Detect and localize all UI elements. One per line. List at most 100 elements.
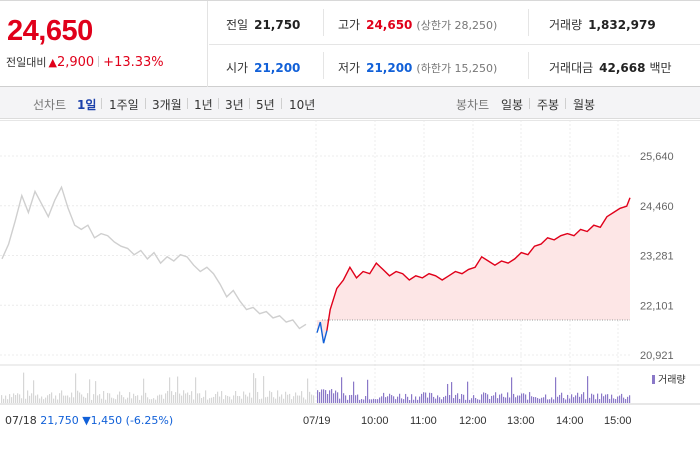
volume-bar [57,399,59,403]
volume-bar [343,393,345,403]
volume-bar [453,398,455,403]
volume-bar [113,398,115,403]
volume-bar [107,392,109,403]
volume-bar [547,399,549,403]
stat-low: 저가 21,200 (하한가 15,250) [338,59,497,76]
volume-bar [3,398,5,403]
volume-bar [235,390,237,403]
volume-bar [521,393,523,403]
volume-bar [101,398,103,403]
tab-1d[interactable]: 1일 [77,98,97,112]
volume-bar [285,391,287,403]
volume-bar [373,398,375,403]
volume-bar [379,397,381,403]
divider [209,44,700,45]
volume-bar [553,399,555,403]
tab-3y[interactable]: 3년 [225,98,244,112]
tab-1w[interactable]: 1주일 [109,98,139,112]
volume-bar [571,394,573,403]
volume-bar [311,394,313,403]
volume-bar [59,393,61,403]
volume-bar [603,396,605,403]
tab-10y[interactable]: 10년 [289,98,316,112]
volume-bar [451,382,453,403]
volume-bar [173,395,175,403]
volume-bar [241,398,243,403]
volume-bar [421,393,423,403]
volume-bar [295,392,297,403]
divider [145,98,146,109]
volume-bar [391,395,393,403]
volume-bar [209,398,211,403]
x-tick-label: 10:00 [361,415,389,427]
tab-monthly[interactable]: 월봉 [573,98,596,112]
volume-bar [91,399,93,403]
volume-bar [549,399,551,403]
volume-bar [445,395,447,403]
price-box: 24,650 전일대비 ▲2,900 +13.33% [0,1,208,87]
volume-bar [81,394,83,403]
volume-bar [349,395,351,403]
tab-weekly[interactable]: 주봉 [537,98,560,112]
line-chart-label: 선차트 [33,98,67,112]
volume-bar [411,394,413,403]
volume-bar [55,395,57,403]
volume-bar [401,398,403,403]
volume-bar [365,396,367,403]
tab-daily[interactable]: 일봉 [501,98,524,112]
volume-bar [591,393,593,403]
volume-bar [143,378,145,403]
prev-day-date: 07/18 [5,414,37,427]
volume-bar [569,398,571,403]
volume-bar [147,397,149,403]
divider [528,9,529,36]
volume-bar [103,391,105,403]
volume-bar [53,398,55,403]
volume-bar [225,395,227,403]
volume-bar [199,393,201,403]
volume-bar [339,398,341,403]
volume-bar [37,394,39,403]
volume-bar [193,399,195,403]
divider [565,98,566,109]
volume-bar [555,377,557,403]
volume-bar [509,397,511,403]
volume-bar [67,395,69,403]
volume-bar [491,395,493,403]
divider [529,98,530,109]
prev-day-line [1,185,307,330]
stat-label: 시가 [226,61,249,75]
volume-bar [431,393,433,403]
stat-turnover: 거래대금 42,668 백만 [549,59,672,76]
tab-3m[interactable]: 3개월 [152,98,182,112]
volume-bar [435,398,437,403]
tab-1y[interactable]: 1년 [194,98,213,112]
volume-bar [537,398,539,403]
volume-bar [307,378,309,403]
y-axis-labels: 25,640 24,460 23,281 22,101 20,921 [640,151,674,362]
volume-bar [83,396,85,403]
volume-bar [457,393,459,403]
volume-bar [529,392,531,403]
current-price: 24,650 [7,15,93,47]
volume-bar [535,397,537,403]
volume-bar [1,395,3,403]
volume-bar [163,398,165,403]
volume-bar [47,395,49,403]
tab-5y[interactable]: 5년 [256,98,275,112]
volume-bar [325,390,327,403]
volume-bar [515,397,517,403]
price-chart: 25,640 24,460 23,281 22,101 20,921 07/19 10:0… [0,120,700,427]
volume-bar [455,394,457,403]
volume-bar [335,390,337,403]
volume-bar [403,399,405,403]
stat-value: 24,650 [366,18,413,32]
volume-bar [227,395,229,403]
volume-bar [243,391,245,403]
volume-bar [499,394,501,403]
volume-bar [587,376,589,403]
volume-bar [229,396,231,403]
volume-bar [221,391,223,403]
volume-bar [493,395,495,403]
volume-bar [579,396,581,403]
